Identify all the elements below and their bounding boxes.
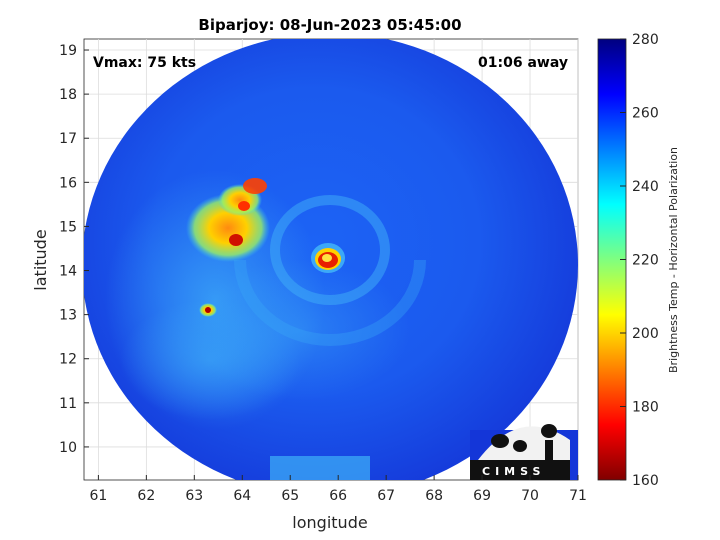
colorbar-tick-label: 240 — [632, 179, 659, 195]
y-tick-label: 13 — [59, 308, 77, 324]
x-axis-ticks: 61 62 63 64 65 66 67 68 69 70 71 — [89, 475, 587, 504]
y-tick-label: 19 — [59, 43, 77, 59]
x-tick-label: 64 — [233, 488, 251, 504]
colorbar-tick-label: 220 — [632, 253, 659, 269]
y-tick-label: 18 — [59, 87, 77, 103]
x-tick-label: 70 — [521, 488, 539, 504]
colorbar-tick-label: 200 — [632, 326, 659, 342]
x-axis-label: longitude — [292, 513, 367, 532]
y-tick-label: 16 — [59, 175, 77, 191]
y-tick-label: 11 — [59, 396, 77, 412]
plot-area: CIMSS Vmax: 75 kts 01:06 away — [83, 38, 579, 481]
logo-text: CIMSS — [482, 465, 545, 478]
y-tick-label: 10 — [59, 440, 77, 456]
colorbar-ticks: 160 180 200 220 240 260 280 — [620, 32, 659, 489]
x-tick-label: 69 — [473, 488, 491, 504]
cimss-logo: CIMSS — [470, 424, 570, 480]
x-tick-label: 63 — [185, 488, 203, 504]
x-tick-label: 71 — [569, 488, 587, 504]
x-tick-label: 68 — [425, 488, 443, 504]
x-tick-label: 65 — [281, 488, 299, 504]
x-tick-label: 62 — [137, 488, 155, 504]
y-tick-label: 15 — [59, 219, 77, 235]
satellite-swath-image — [84, 39, 578, 480]
y-tick-label: 17 — [59, 131, 77, 147]
x-tick-label: 67 — [377, 488, 395, 504]
time-away-annotation: 01:06 away — [478, 55, 568, 71]
colorbar-tick-label: 160 — [632, 473, 659, 489]
chart-title: Biparjoy: 08-Jun-2023 05:45:00 — [198, 16, 461, 34]
y-axis-ticks: 10 11 12 13 14 15 16 17 18 19 — [59, 43, 89, 456]
y-axis-label: latitude — [31, 229, 50, 290]
y-tick-label: 12 — [59, 352, 77, 368]
y-tick-label: 14 — [59, 264, 77, 280]
colorbar-tick-label: 180 — [632, 400, 659, 416]
vmax-annotation: Vmax: 75 kts — [93, 55, 196, 71]
x-tick-label: 61 — [89, 488, 107, 504]
colorbar: 160 180 200 220 240 260 280 Brightness Temp - … — [597, 32, 680, 489]
colorbar-tick-label: 280 — [632, 32, 659, 48]
x-tick-label: 66 — [329, 488, 347, 504]
colorbar-tick-label: 260 — [632, 106, 659, 122]
colorbar-label: Brightness Temp - Horizontal Polarizatio… — [667, 147, 680, 373]
